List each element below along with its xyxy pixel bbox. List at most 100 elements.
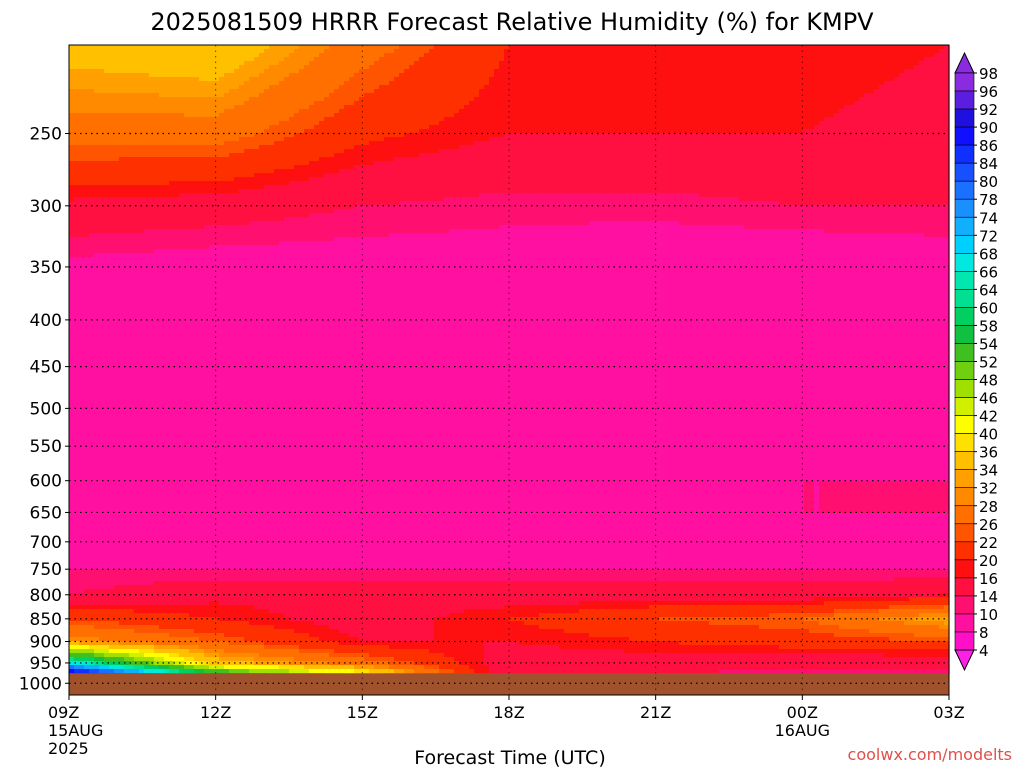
rh-cell [119,137,125,142]
rh-cell [179,137,185,142]
rh-cell [84,137,90,142]
rh-cell [69,301,75,306]
rh-cell [94,77,100,82]
rh-cell [179,585,185,590]
rh-cell [169,425,175,430]
rh-cell [134,565,140,570]
rh-cell [159,501,165,506]
rh-cell [219,393,225,398]
rh-cell [119,393,125,398]
rh-cell [109,125,115,130]
rh-cell [164,161,170,166]
rh-cell [94,553,100,558]
rh-cell [129,249,135,254]
rh-cell [114,385,120,390]
rh-cell [174,665,180,670]
rh-cell [199,585,205,590]
rh-cell [224,165,230,170]
rh-cell [179,149,185,154]
rh-cell [189,577,195,582]
rh-cell [134,369,140,374]
rh-cell [134,481,140,486]
rh-cell [149,229,155,234]
rh-cell [184,613,190,618]
rh-cell [99,429,105,434]
rh-cell [74,385,80,390]
rh-cell [199,361,205,366]
rh-cell [169,137,175,142]
rh-cell [124,481,130,486]
rh-cell [89,121,95,126]
rh-cell [164,417,170,422]
rh-cell [169,293,175,298]
rh-cell [94,349,100,354]
rh-cell [129,657,135,662]
rh-cell [144,409,150,414]
rh-cell [194,213,200,218]
rh-cell [184,333,190,338]
rh-cell [94,253,100,258]
rh-cell [99,613,105,618]
rh-cell [139,385,145,390]
rh-cell [154,629,160,634]
rh-cell [129,253,135,258]
rh-cell [179,397,185,402]
rh-cell [154,89,160,94]
rh-cell [214,129,220,134]
rh-cell [219,317,225,322]
rh-cell [194,497,200,502]
rh-cell [114,461,120,466]
rh-cell [174,657,180,662]
rh-cell [174,421,180,426]
rh-cell [154,365,160,370]
rh-cell [84,657,90,662]
rh-cell [199,521,205,526]
rh-cell [224,329,230,334]
rh-cell [104,477,110,482]
rh-cell [139,533,145,538]
rh-cell [174,569,180,574]
rh-cell [159,397,165,402]
rh-cell [149,293,155,298]
rh-cell [124,253,130,258]
rh-cell [74,561,80,566]
rh-cell [214,73,220,78]
rh-cell [119,597,125,602]
rh-cell [194,193,200,198]
rh-cell [79,513,85,518]
rh-cell [219,605,225,610]
rh-cell [199,405,205,410]
rh-cell [189,65,195,70]
rh-cell [104,221,110,226]
rh-cell [124,429,130,434]
rh-cell [79,77,85,82]
rh-cell [104,629,110,634]
rh-cell [184,393,190,398]
rh-cell [134,649,140,654]
rh-cell [89,385,95,390]
rh-cell [154,213,160,218]
rh-cell [144,273,150,278]
rh-cell [149,525,155,530]
rh-cell [164,77,170,82]
rh-cell [174,229,180,234]
rh-cell [99,437,105,442]
rh-cell [164,377,170,382]
rh-cell [94,441,100,446]
rh-cell [79,125,85,130]
rh-cell [199,85,205,90]
rh-cell [114,349,120,354]
rh-cell [129,269,135,274]
rh-cell [214,657,220,662]
rh-cell [79,393,85,398]
rh-cell [214,565,220,570]
rh-cell [179,489,185,494]
rh-cell [74,621,80,626]
rh-cell [199,89,205,94]
rh-cell [159,45,165,50]
rh-cell [169,645,175,650]
rh-cell [194,349,200,354]
rh-cell [99,609,105,614]
rh-cell [219,321,225,326]
rh-cell [69,177,75,182]
